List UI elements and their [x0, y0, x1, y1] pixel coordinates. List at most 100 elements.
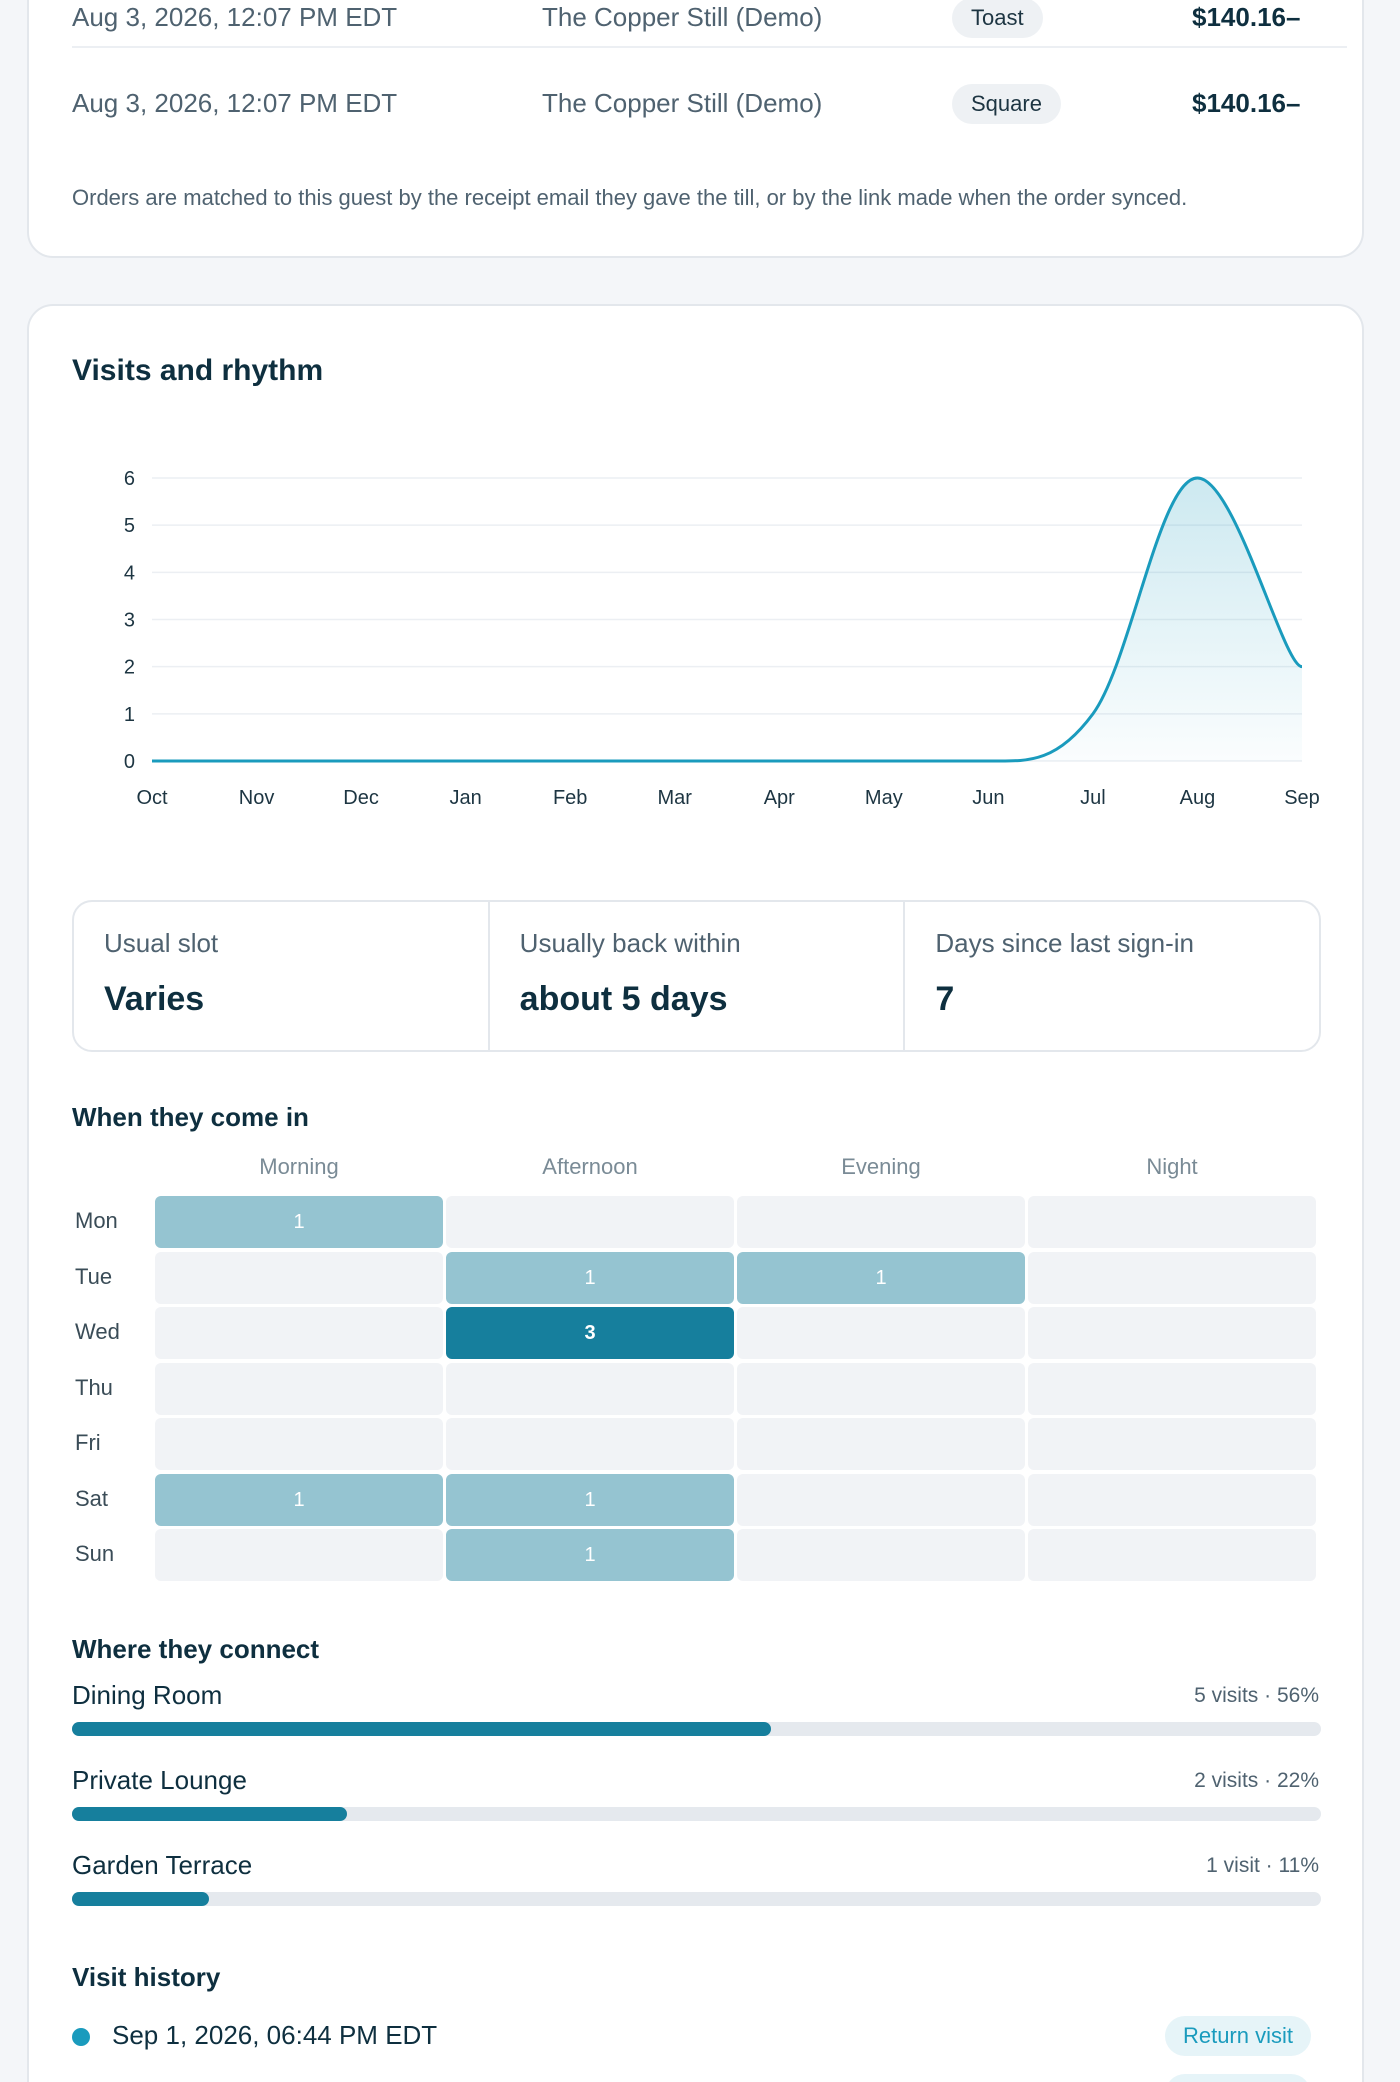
y-tick-label: 0: [124, 751, 135, 773]
location-progress-track: [72, 1892, 1321, 1906]
heatmap-day-label: Thu: [75, 1374, 113, 1400]
order-venue: The Copper Still (Demo): [542, 2, 823, 32]
x-tick-label: Jun: [972, 787, 1004, 809]
order-row[interactable]: Aug 3, 2026, 12:07 PM EDT The Copper Sti…: [72, 0, 1347, 48]
x-tick-label: Apr: [764, 787, 795, 809]
heatmap-cell: [1028, 1307, 1316, 1359]
heatmap-cell: 1: [446, 1529, 734, 1581]
x-tick-label: Feb: [553, 787, 587, 809]
heatmap-day-label: Sat: [75, 1485, 109, 1511]
y-tick-label: 5: [124, 515, 135, 537]
x-tick-label: Mar: [658, 787, 693, 809]
y-tick-label: 6: [124, 468, 135, 490]
heatmap-cell: [446, 1362, 734, 1415]
y-tick-label: 2: [124, 657, 135, 679]
heatmap-column-label: Evening: [841, 1154, 921, 1179]
timeline-dot-icon: [72, 2028, 90, 2046]
location-stat: 5 visits · 56%: [1194, 1684, 1319, 1707]
heatmap-cell: [1028, 1196, 1316, 1248]
stat-days-since-signin: Days since last sign-in 7: [905, 902, 1319, 1050]
location-progress-track: [72, 1722, 1321, 1736]
heatmap-column-label: Morning: [259, 1154, 339, 1179]
location-name: Private Lounge: [72, 1765, 247, 1795]
heatmap-cell: [1028, 1473, 1316, 1526]
heatmap-cell: 1: [737, 1251, 1025, 1304]
location-progress-track: [72, 1807, 1321, 1821]
order-row[interactable]: Aug 3, 2026, 12:07 PM EDT The Copper Sti…: [72, 48, 1347, 134]
heatmap-cell: [737, 1473, 1025, 1526]
y-tick-label: 4: [124, 562, 135, 584]
heatmap-column-label: Afternoon: [542, 1154, 638, 1179]
heatmap-cell: [446, 1196, 734, 1248]
stat-return-interval: Usually back within about 5 days: [490, 902, 906, 1050]
stat-label: Days since last sign-in: [935, 928, 1194, 958]
heatmap-cell: [155, 1307, 443, 1359]
stat-value: 7: [935, 980, 955, 1018]
visit-date: Sep 1, 2026, 06:53 PM EDT: [112, 2078, 437, 2082]
location-stat: 2 visits · 22%: [1194, 1769, 1319, 1792]
orders-card: Aug 3, 2026, 12:07 PM EDT The Copper Sti…: [27, 0, 1364, 258]
location-name: Garden Terrace: [72, 1850, 253, 1880]
heatmap-cell: [1028, 1362, 1316, 1415]
heatmap-cell: [1028, 1251, 1316, 1304]
return-visit-badge: Return visit: [1164, 2016, 1311, 2056]
heatmap-day-label: Fri: [75, 1430, 101, 1455]
heatmap-cell: 1: [155, 1196, 443, 1248]
order-venue: The Copper Still (Demo): [542, 88, 823, 118]
order-amount: $140.16–: [1192, 2, 1301, 32]
visits-card: Visits and rhythm 0 1 2 3 4 5 6 Oct Nov Dec Jan Fe…: [27, 304, 1364, 2082]
visit-history-item[interactable]: Sep 1, 2026, 06:44 PM EDT Return visit: [72, 2012, 1321, 2060]
stat-value: about 5 days: [519, 980, 728, 1018]
order-date: Aug 3, 2026, 12:07 PM EDT: [72, 88, 398, 118]
x-tick-label: May: [865, 787, 903, 809]
heatmap-title: When they come in: [72, 1102, 309, 1132]
visits-area: [152, 478, 1302, 762]
stat-usual-slot: Usual slot Varies: [74, 902, 490, 1050]
pos-badge: Square: [952, 84, 1061, 124]
heatmap-day-label: Sun: [75, 1541, 115, 1566]
order-date: Aug 3, 2026, 12:07 PM EDT: [72, 2, 398, 32]
pos-badge: Toast: [952, 0, 1043, 38]
heatmap-cell: 3: [446, 1307, 734, 1359]
heatmap-cell: [1028, 1529, 1316, 1581]
location-progress-fill: [72, 1807, 347, 1821]
heatmap-cell: [1028, 1418, 1316, 1470]
visits-line: [151, 476, 1303, 763]
stat-label: Usual slot: [104, 928, 219, 958]
rhythm-stats: Usual slot Varies Usually back within ab…: [72, 900, 1321, 1052]
locations-title: Where they connect: [72, 1634, 320, 1664]
location-progress-fill: [72, 1892, 210, 1906]
visits-chart: 0 1 2 3 4 5 6 Oct Nov Dec Jan Feb Mar Apr May Jun Jul Au…: [124, 468, 1320, 809]
heatmap-column-label: Night: [1146, 1154, 1198, 1179]
orders-match-note: Orders are matched to this guest by the …: [72, 185, 1188, 210]
return-visit-badge: Return visit: [1164, 2074, 1311, 2082]
heatmap-cell: [737, 1529, 1025, 1581]
heatmap-cell: [737, 1362, 1025, 1415]
x-tick-label: Sep: [1284, 787, 1320, 809]
heatmap-cell: [737, 1307, 1025, 1359]
x-tick-label: Jul: [1080, 787, 1106, 809]
stat-label: Usually back within: [519, 928, 741, 958]
y-tick-label: 1: [124, 704, 135, 726]
heatmap-cell: [737, 1196, 1025, 1248]
x-tick-label: Aug: [1180, 787, 1216, 809]
heatmap-cell: [155, 1418, 443, 1470]
order-amount: $140.16–: [1192, 88, 1301, 118]
heatmap-day-label: Mon: [75, 1208, 118, 1233]
heatmap-cell: 1: [446, 1473, 734, 1526]
location-stat: 1 visit · 11%: [1206, 1854, 1319, 1877]
heatmap-cell: [737, 1418, 1025, 1470]
history-title: Visit history: [72, 1962, 221, 1992]
x-tick-label: Oct: [136, 787, 168, 809]
x-tick-label: Jan: [450, 787, 482, 809]
stat-value: Varies: [104, 980, 205, 1018]
location-name: Dining Room: [72, 1680, 223, 1710]
heatmap-cell: [155, 1251, 443, 1304]
heatmap-cell: [155, 1362, 443, 1415]
heatmap-day-label: Tue: [75, 1263, 113, 1289]
x-tick-label: Dec: [343, 787, 379, 809]
heatmap-day-label: Wed: [75, 1319, 120, 1344]
visit-history-item[interactable]: Sep 1, 2026, 06:53 PM EDT Return visit: [72, 2070, 1321, 2082]
heatmap-cell: [446, 1418, 734, 1470]
visit-date: Sep 1, 2026, 06:44 PM EDT: [112, 2020, 438, 2050]
